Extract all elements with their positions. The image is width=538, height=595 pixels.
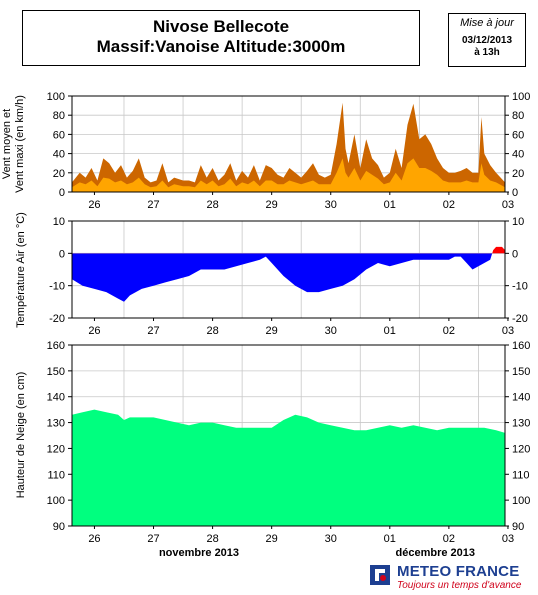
y-tick-label: 120: [512, 443, 530, 455]
update-box: Mise à jour 03/12/2013 à 13h: [448, 13, 526, 67]
y-tick-label: 160: [47, 340, 65, 352]
y-tick-label: 150: [512, 366, 530, 378]
y-axis-label: Température Air (en °C): [15, 212, 27, 328]
x-tick-label: 26: [88, 533, 100, 545]
y-tick-label: 120: [47, 443, 65, 455]
x-tick-label: 28: [206, 325, 218, 337]
y-tick-label: 100: [512, 91, 530, 103]
panel-frame: [71, 95, 506, 193]
y-tick-label: 100: [47, 495, 65, 507]
y-tick-label: 60: [53, 129, 65, 141]
update-hour: à 13h: [474, 47, 500, 58]
snow-depth-area: [72, 409, 505, 526]
wind-mean-area: [72, 158, 505, 192]
x-tick-label: 30: [325, 533, 337, 545]
x-tick-label: 02: [443, 325, 455, 337]
y-tick-label: -10: [49, 281, 65, 293]
x-tick-label: 01: [384, 533, 396, 545]
x-tick-label: 01: [384, 325, 396, 337]
x-tick-label: 03: [502, 325, 514, 337]
x-tick-label: 03: [502, 533, 514, 545]
x-tick-label: 29: [266, 533, 278, 545]
y-tick-label: -20: [49, 313, 65, 325]
wind-max-area: [72, 102, 505, 192]
y-axis-label: Vent maxi (en km/h): [14, 95, 26, 193]
month-label: novembre 2013: [159, 547, 239, 559]
y-tick-label: 80: [53, 110, 65, 122]
update-label: Mise à jour: [460, 17, 514, 29]
y-tick-label: 10: [512, 216, 524, 228]
x-tick-label: 28: [206, 533, 218, 545]
x-tick-label: 30: [325, 325, 337, 337]
x-tick-label: 28: [206, 199, 218, 211]
x-tick-label: 29: [266, 325, 278, 337]
station-subtitle: Massif:Vanoise Altitude:3000m: [96, 37, 346, 56]
y-tick-label: 10: [53, 216, 65, 228]
y-tick-label: 100: [47, 91, 65, 103]
meteo-france-logo: METEO FRANCE Toujours un temps d'avance: [370, 562, 536, 592]
y-tick-label: 80: [512, 110, 524, 122]
x-tick-label: 30: [325, 199, 337, 211]
x-tick-label: 01: [384, 199, 396, 211]
x-tick-label: 29: [266, 199, 278, 211]
brand-name: METEO FRANCE: [397, 563, 520, 580]
update-date: 03/12/2013: [461, 35, 513, 46]
temperature-negative-area: [72, 253, 493, 302]
month-label: décembre 2013: [396, 547, 476, 559]
x-tick-label: 27: [147, 325, 159, 337]
y-tick-label: -10: [512, 281, 528, 293]
y-tick-label: 130: [512, 418, 530, 430]
y-tick-label: -20: [512, 313, 528, 325]
meteo-france-logo-icon: [370, 565, 390, 585]
title-box: Nivose Bellecote Massif:Vanoise Altitude…: [22, 10, 420, 66]
y-tick-label: 60: [512, 129, 524, 141]
y-tick-label: 90: [512, 521, 524, 533]
panel-frame: [71, 344, 506, 527]
y-tick-label: 0: [59, 248, 65, 260]
y-axis-label: Hauteur de Neige (en cm): [15, 372, 27, 499]
x-tick-label: 02: [443, 199, 455, 211]
y-axis-label: Vent moyen et: [1, 109, 13, 179]
y-tick-label: 20: [53, 168, 65, 180]
x-tick-label: 02: [443, 533, 455, 545]
x-tick-label: 26: [88, 325, 100, 337]
x-tick-label: 03: [502, 199, 514, 211]
y-tick-label: 130: [47, 418, 65, 430]
y-tick-label: 0: [512, 248, 518, 260]
y-tick-label: 110: [512, 469, 530, 481]
panel-frame: [71, 220, 506, 319]
y-tick-label: 100: [512, 495, 530, 507]
brand-tagline: Toujours un temps d'avance: [397, 580, 522, 591]
y-tick-label: 140: [512, 392, 530, 404]
x-tick-label: 27: [147, 199, 159, 211]
y-tick-label: 0: [59, 187, 65, 199]
station-title: Nivose Bellecote: [152, 17, 290, 36]
y-tick-label: 140: [47, 392, 65, 404]
y-tick-label: 90: [53, 521, 65, 533]
x-tick-label: 26: [88, 199, 100, 211]
x-tick-label: 27: [147, 533, 159, 545]
y-tick-label: 110: [47, 469, 65, 481]
y-tick-label: 40: [512, 149, 524, 161]
y-tick-label: 150: [47, 366, 65, 378]
y-tick-label: 160: [512, 340, 530, 352]
y-tick-label: 20: [512, 168, 524, 180]
y-tick-label: 0: [512, 187, 518, 199]
y-tick-label: 40: [53, 149, 65, 161]
